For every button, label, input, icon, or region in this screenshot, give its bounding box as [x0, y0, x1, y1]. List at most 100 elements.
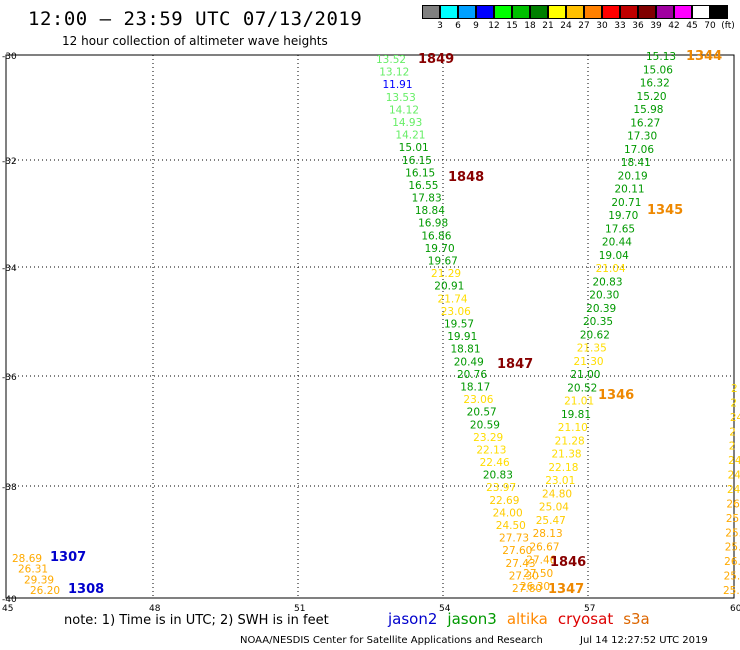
wave-height-label: 26.2 — [726, 498, 740, 510]
wave-height-label: 22.69 — [489, 495, 519, 507]
legend-label: 15 — [506, 21, 518, 31]
wave-height-label: 20.59 — [470, 419, 500, 431]
wave-height-label: 15.98 — [633, 104, 663, 116]
wave-height-label: 27.50 — [523, 568, 553, 580]
legend-swatch — [476, 5, 494, 19]
wave-height-label: 21.01 — [564, 396, 594, 408]
wave-height-label: 16.86 — [421, 230, 451, 242]
lon-label: 48 — [149, 604, 161, 614]
wave-height-label: 25.8 — [726, 513, 740, 525]
legend-swatch — [458, 5, 476, 19]
wave-height-label: 16.32 — [640, 78, 670, 90]
wave-height-label: 28.13 — [533, 528, 563, 540]
wave-height-label: 25.04 — [539, 502, 569, 514]
wave-height-label: 21.10 — [558, 422, 588, 434]
wave-height-label: 11.91 — [382, 79, 412, 91]
page-subtitle: 12 hour collection of altimeter wave hei… — [62, 34, 328, 48]
satellite-legend: jason2 jason3 altika cryosat s3a — [388, 610, 660, 628]
legend-label: (ft) — [721, 21, 735, 31]
legend-label: 39 — [650, 21, 662, 31]
legend-label: 9 — [473, 21, 479, 31]
wave-height-label: 20.11 — [615, 184, 645, 196]
legend-swatch — [656, 5, 674, 19]
wave-height-label: 26.20 — [30, 585, 60, 597]
wave-height-label: 20.49 — [454, 356, 484, 368]
page-title: 12:00 – 23:59 UTC 07/13/2019 — [28, 8, 363, 30]
wave-height-label: 15.01 — [399, 142, 429, 154]
legend-label: 70 — [704, 21, 716, 31]
lat-label: -38 — [2, 483, 17, 493]
lon-label: 60 — [730, 604, 740, 614]
lon-label: 51 — [294, 604, 305, 614]
wave-height-label: 21.28 — [555, 435, 585, 447]
legend-swatch — [494, 5, 512, 19]
lat-label: -34 — [2, 264, 17, 274]
wave-height-label: 2 — [729, 426, 736, 438]
wave-height-label: 27.46 — [526, 555, 556, 567]
wave-height-label: 21.38 — [552, 449, 582, 461]
wave-height-label: 2 — [731, 383, 738, 395]
wave-height-label: 17.06 — [624, 144, 654, 156]
wave-height-label: 24 — [728, 455, 740, 467]
wave-height-label: 26.67 — [529, 541, 559, 553]
wave-height-label: 19.70 — [425, 243, 455, 255]
wave-height-label: 21.00 — [570, 369, 600, 381]
wave-height-label: 20.71 — [611, 197, 641, 209]
wave-height-label: 18.41 — [621, 157, 651, 169]
wave-height-label: 24. — [728, 470, 740, 482]
legend-swatch — [512, 5, 530, 19]
wave-height-label: 23.29 — [473, 432, 503, 444]
footer-note: note: 1) Time is in UTC; 2) SWH is in fe… — [64, 613, 329, 628]
legend-swatch — [638, 5, 656, 19]
legend-label: 36 — [632, 21, 644, 31]
legend-label: 18 — [524, 21, 536, 31]
wave-height-label: 13.53 — [386, 92, 416, 104]
wave-height-label: 15.13 — [646, 51, 676, 63]
wave-height-label: 18.17 — [460, 381, 490, 393]
wave-height-label: 20.91 — [434, 281, 464, 293]
legend-label: 45 — [686, 21, 698, 31]
legend-label: 21 — [542, 21, 554, 31]
wave-height-label: 14.12 — [389, 104, 419, 116]
legend-label: 33 — [614, 21, 626, 31]
legend-label: 3 — [437, 21, 443, 31]
wave-height-label: 22.13 — [476, 444, 506, 456]
wave-height-label: 16.15 — [402, 155, 432, 167]
wave-height-label: 20.39 — [586, 303, 616, 315]
wave-height-label: 20.44 — [602, 237, 632, 249]
satellite-s3a: s3a — [623, 610, 650, 628]
wave-height-label: 20.52 — [567, 382, 597, 394]
pass-time-label: 1849 — [418, 52, 454, 67]
lat-label: -32 — [2, 157, 17, 167]
wave-height-label: 27.30 — [509, 570, 539, 582]
lon-label: 54 — [439, 604, 451, 614]
wave-height-label: 28.69 — [12, 553, 42, 565]
lat-label: -30 — [2, 52, 17, 62]
lon-label: 45 — [2, 604, 13, 614]
legend-label: 12 — [488, 21, 500, 31]
wave-height-label: 21.35 — [577, 343, 607, 355]
legend-label: 6 — [455, 21, 461, 31]
satellite-jason3: jason3 — [447, 610, 497, 628]
wave-height-label: 20.35 — [583, 316, 613, 328]
wave-height-label: 20.30 — [589, 290, 619, 302]
wave-height-label: 24.50 — [496, 520, 526, 532]
wave-height-label: 24.80 — [542, 488, 572, 500]
generated-timestamp: Jul 14 12:27:52 UTC 2019 — [580, 635, 708, 646]
pass-time-label: 1347 — [548, 582, 584, 597]
wave-height-label: 21.04 — [596, 263, 626, 275]
wave-height-label: 19.04 — [599, 250, 629, 262]
wave-height-label: 29.39 — [24, 574, 54, 586]
wave-height-label: 23.01 — [545, 475, 575, 487]
wave-height-label: 2 — [729, 441, 736, 453]
wave-height-label: 26.30 — [520, 581, 550, 593]
pass-time-label: 1346 — [598, 388, 634, 403]
wave-height-label: 22.18 — [548, 462, 578, 474]
wave-height-label: 25.35 — [723, 585, 740, 597]
satellite-altika: altika — [506, 610, 548, 628]
satellite-jason2: jason2 — [388, 610, 438, 628]
legend-swatch — [566, 5, 584, 19]
wave-height-label: 26.7 — [724, 556, 740, 568]
pass-time-label: 1345 — [647, 203, 683, 218]
